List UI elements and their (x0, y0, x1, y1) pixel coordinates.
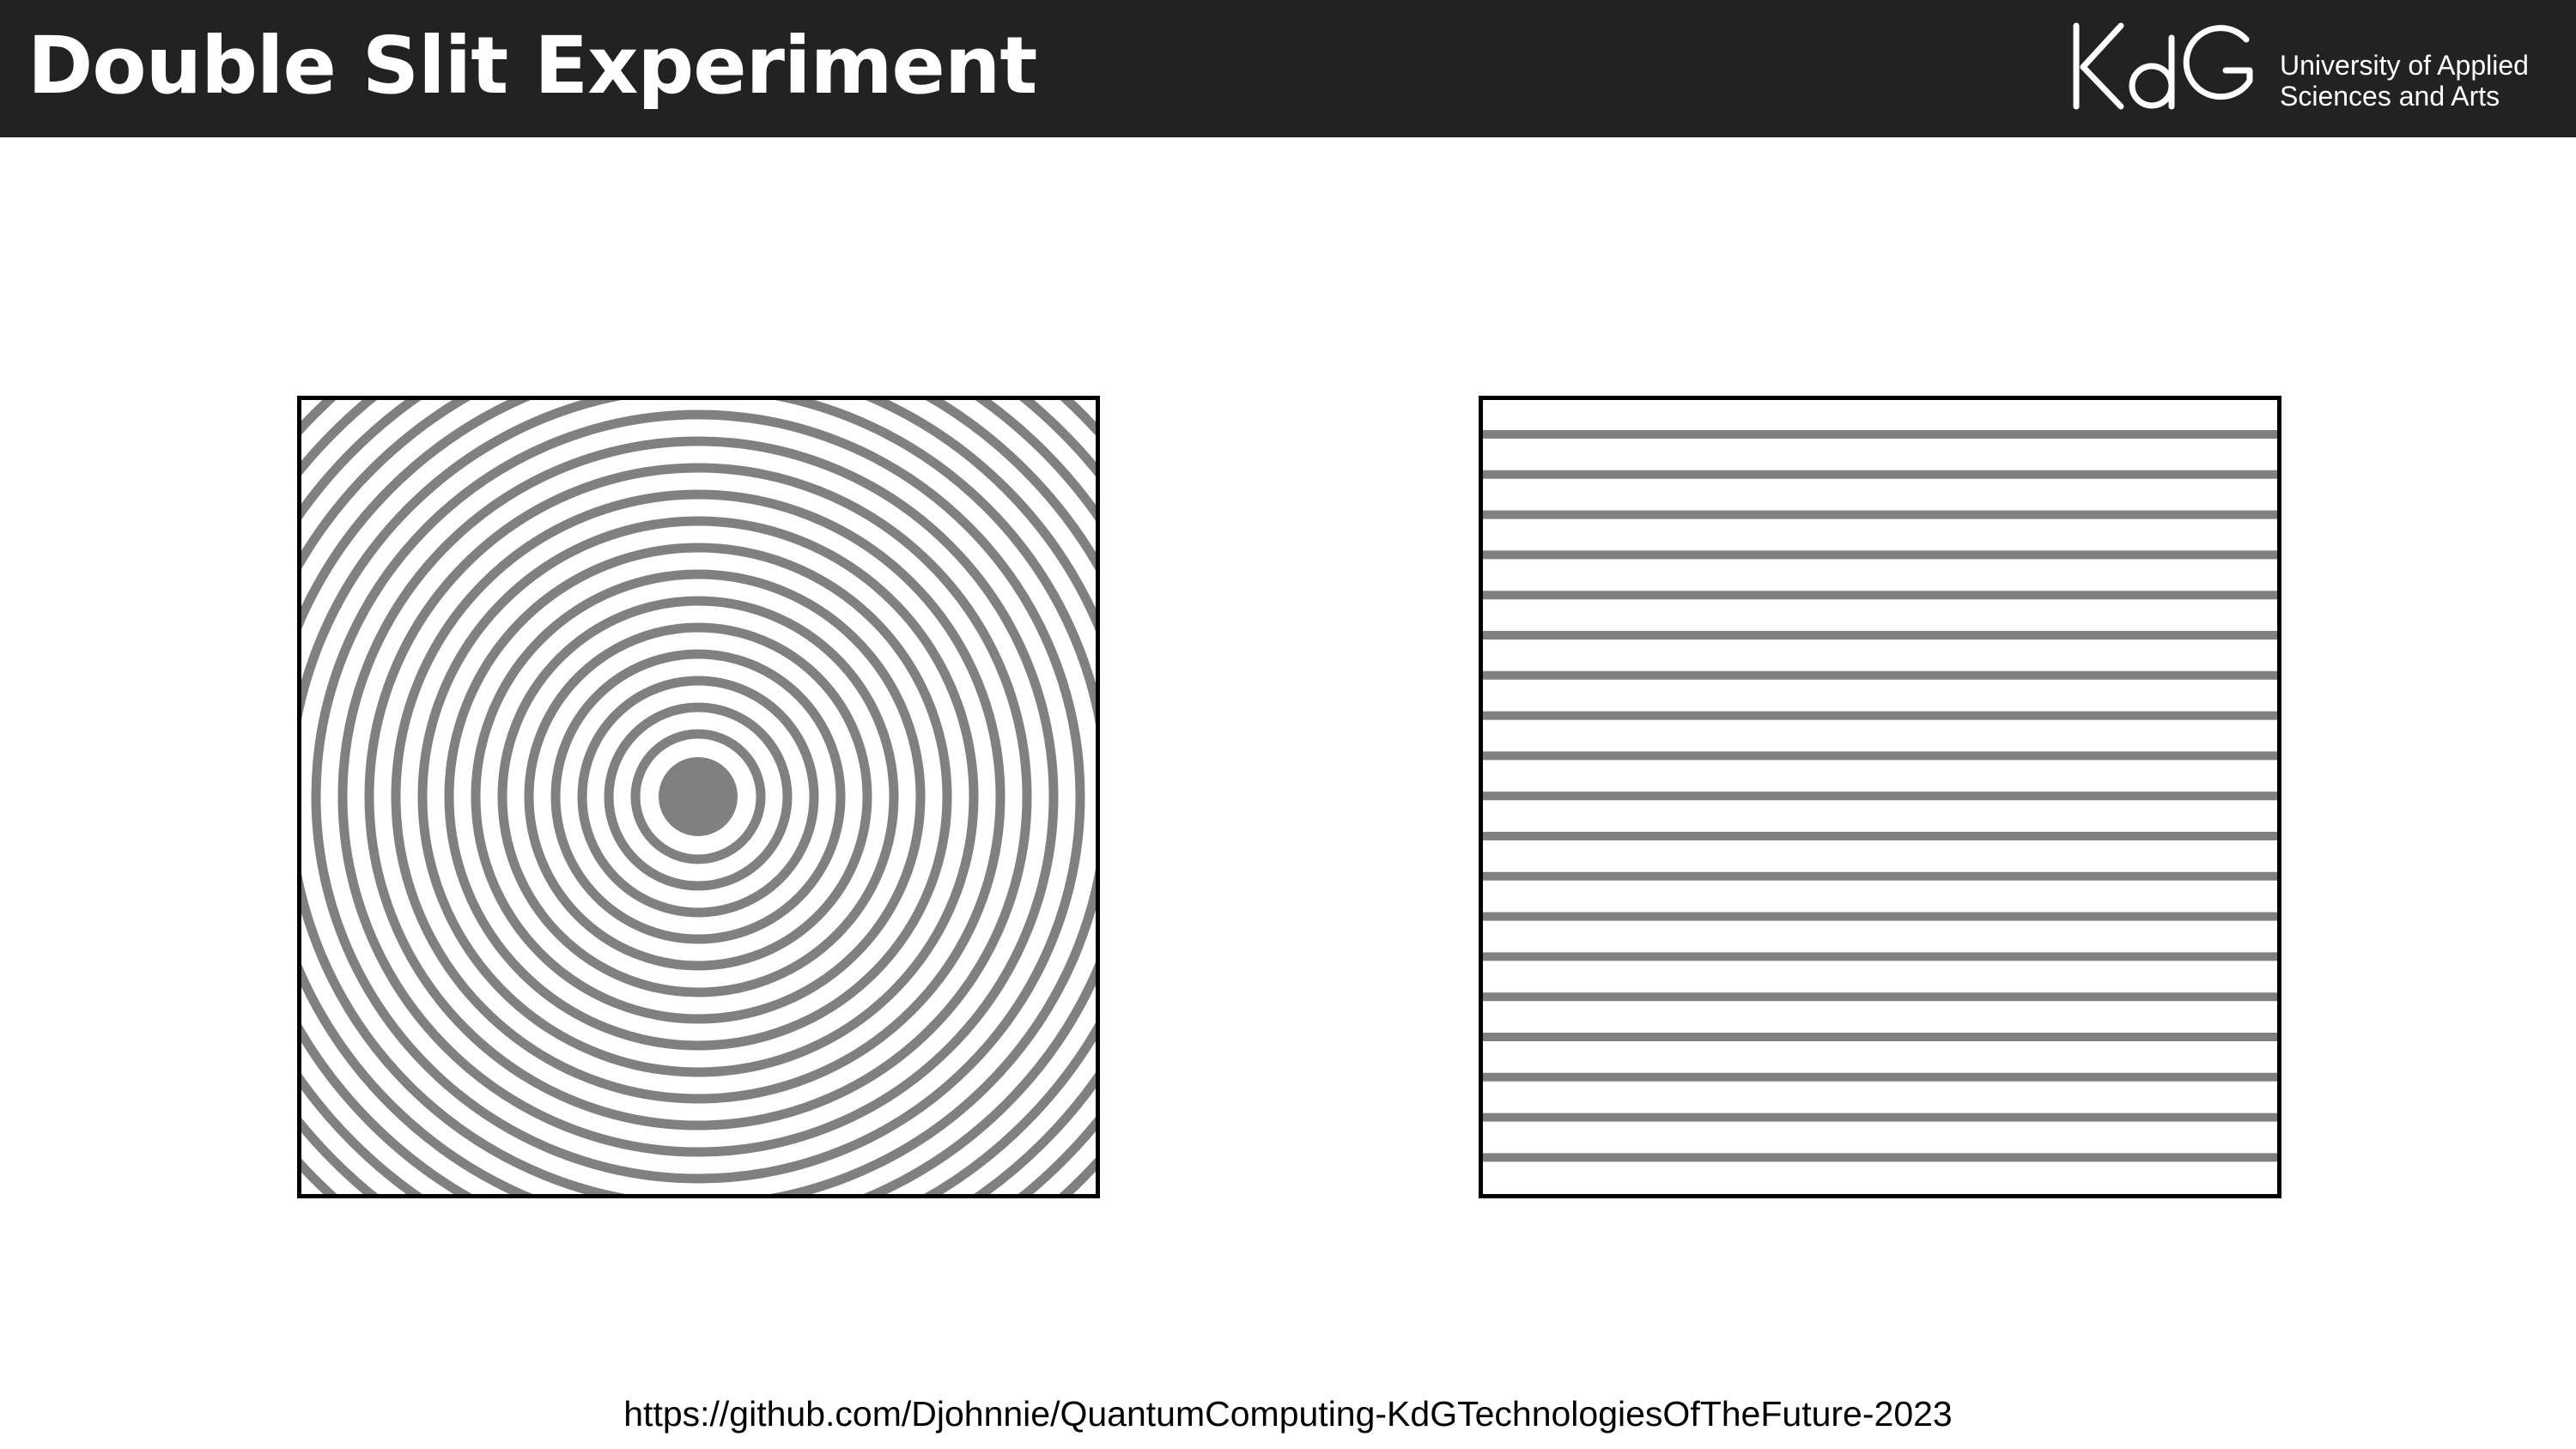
circular-wave-frame (297, 396, 1100, 1198)
circular-wave-diagram (297, 396, 1100, 1198)
source-url-text: https://github.com/Djohnnie/QuantumCompu… (623, 1394, 1953, 1434)
kdg-logo-mark (2073, 22, 2253, 110)
parallel-lines-group (1481, 430, 2279, 1162)
logo-line-2: Sciences and Arts (2280, 81, 2500, 112)
wave-ring (524, 622, 872, 971)
slide-header: Double Slit Experiment University of App… (0, 0, 2576, 137)
plane-wave-diagram (1479, 396, 2281, 1198)
wave-ring (417, 516, 979, 1077)
wave-ring (471, 569, 926, 1024)
wave-ring (550, 649, 846, 944)
slide-title: Double Slit Experiment (27, 20, 1037, 112)
wave-ring (337, 436, 1059, 1157)
plane-wave-figure (1479, 396, 2281, 1198)
circular-wave-figure (297, 396, 1100, 1198)
kdg-logo: University of Applied Sciences and Arts (2069, 21, 2567, 117)
wave-ring (311, 409, 1085, 1184)
wave-ring (497, 596, 899, 997)
concentric-rings-group (300, 398, 1097, 1196)
plane-wave-frame (1479, 396, 2281, 1198)
wave-ring (630, 729, 766, 864)
logo-line-1: University of Applied (2280, 50, 2529, 81)
wave-ring (391, 489, 1005, 1104)
wave-ring (364, 463, 1032, 1131)
logo-wordmark: University of Applied Sciences and Arts (2280, 50, 2529, 112)
wave-ring (604, 702, 793, 891)
wave-source-dot (659, 757, 738, 836)
wave-ring (444, 543, 952, 1051)
wave-ring (577, 676, 819, 918)
